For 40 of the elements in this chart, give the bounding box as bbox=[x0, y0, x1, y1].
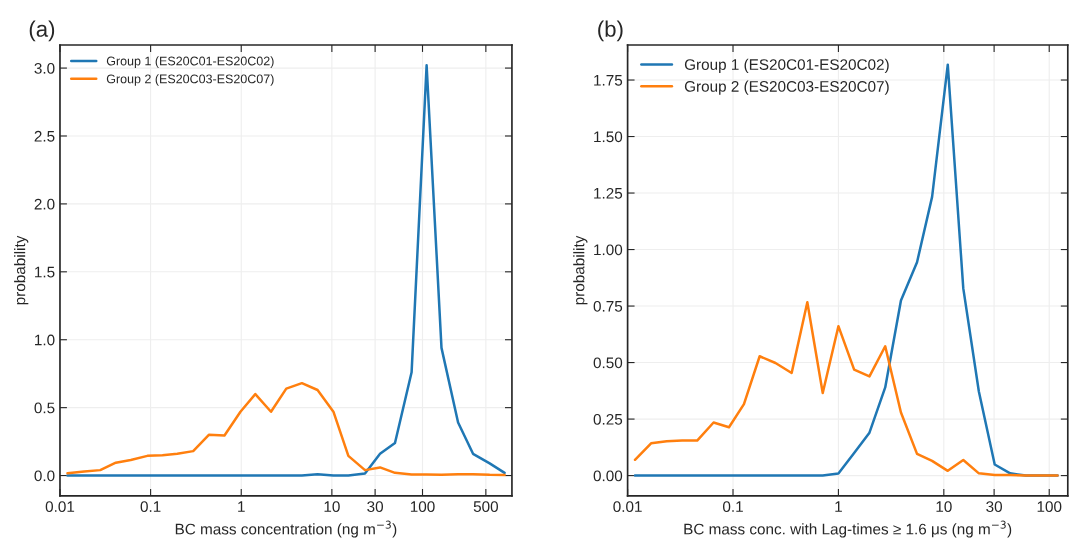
x-tick-label: 500 bbox=[473, 501, 498, 513]
line-series bbox=[66, 381, 506, 477]
x-tick-label: 1 bbox=[835, 501, 842, 512]
y-tick-label: 0.5 bbox=[34, 402, 55, 414]
x-tick-label: 0.01 bbox=[613, 501, 642, 513]
y-tick-label: 0.50 bbox=[593, 357, 623, 369]
y-tick-label: 1.5 bbox=[35, 266, 55, 278]
y-tick-label: 1.75 bbox=[594, 75, 623, 86]
legend-label: Group 1 (ES20C01-ES20C02) bbox=[106, 56, 274, 68]
legend-label: Group 1 (ES20C01-ES20C02) bbox=[684, 58, 889, 73]
y-tick-label: 3.0 bbox=[34, 62, 55, 74]
x-tick-label: 10 bbox=[936, 501, 952, 513]
legend-label: Group 2 (ES20C03-ES20C07) bbox=[684, 80, 889, 95]
x-tick-label: 30 bbox=[367, 501, 384, 513]
x-tick-label: 0.1 bbox=[722, 501, 743, 513]
x-tick-label: 100 bbox=[410, 501, 435, 513]
line-series bbox=[633, 300, 1059, 477]
y-tick-label: 0.75 bbox=[593, 300, 623, 312]
chart-title: (b) bbox=[598, 20, 623, 42]
y-tick-label: 0.0 bbox=[34, 470, 55, 482]
legend-label: Group 2 (ES20C03-ES20C07) bbox=[106, 74, 274, 86]
y-tick-label: 1.0 bbox=[35, 334, 55, 346]
y-tick-label: 1.25 bbox=[594, 187, 623, 199]
y-tick-label: 1.00 bbox=[594, 244, 623, 256]
y-tick-label: 0.00 bbox=[593, 470, 623, 482]
x-tick-label: 30 bbox=[986, 501, 1003, 513]
x-axis-title: BC mass concentration (ng m$^{−3}$) bbox=[175, 520, 397, 538]
x-tick-label: 0.1 bbox=[140, 501, 161, 513]
x-tick-label: 1 bbox=[238, 501, 245, 512]
y-axis-title: probability bbox=[14, 235, 29, 305]
y-tick-label: 2.0 bbox=[34, 198, 55, 210]
x-tick-label: 10 bbox=[324, 501, 340, 513]
x-axis-title: BC mass conc. with Lag-times ≥ 1.6 μs (ng m$^{−3}$) bbox=[684, 520, 1012, 538]
x-tick-label: 100 bbox=[1037, 501, 1062, 513]
x-tick-label: 0.01 bbox=[45, 501, 75, 513]
chart-title: (a) bbox=[29, 20, 55, 42]
y-tick-label: 1.50 bbox=[594, 131, 623, 143]
y-tick-label: 0.25 bbox=[593, 413, 623, 425]
y-tick-label: 2.5 bbox=[34, 130, 55, 142]
y-axis-title: probability bbox=[573, 235, 588, 305]
